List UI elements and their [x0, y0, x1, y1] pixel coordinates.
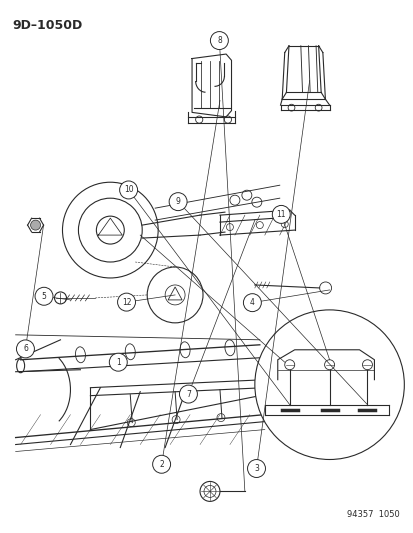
- Circle shape: [210, 31, 228, 50]
- Circle shape: [247, 459, 265, 478]
- Text: 9: 9: [175, 197, 180, 206]
- Circle shape: [17, 340, 34, 358]
- Circle shape: [31, 220, 40, 230]
- Circle shape: [254, 310, 404, 459]
- Text: 3: 3: [254, 464, 258, 473]
- Circle shape: [152, 455, 170, 473]
- Text: 12: 12: [121, 297, 131, 306]
- Text: 10: 10: [123, 185, 133, 195]
- Text: 1: 1: [116, 358, 120, 367]
- Text: 11: 11: [276, 210, 285, 219]
- Circle shape: [243, 294, 261, 312]
- Circle shape: [35, 287, 53, 305]
- Text: 7: 7: [185, 390, 190, 399]
- Circle shape: [324, 360, 334, 370]
- Text: 9D–1050D: 9D–1050D: [13, 19, 83, 31]
- Text: 94357  1050: 94357 1050: [346, 510, 399, 519]
- Text: 5: 5: [41, 292, 46, 301]
- Text: 8: 8: [216, 36, 221, 45]
- Circle shape: [362, 360, 372, 370]
- Circle shape: [109, 353, 127, 371]
- Text: 2: 2: [159, 460, 164, 469]
- Text: 4: 4: [249, 298, 254, 307]
- Circle shape: [117, 293, 135, 311]
- Circle shape: [179, 385, 197, 403]
- Text: 6: 6: [23, 344, 28, 353]
- Circle shape: [169, 192, 187, 211]
- Circle shape: [272, 205, 290, 223]
- Circle shape: [119, 181, 137, 199]
- Circle shape: [284, 360, 294, 370]
